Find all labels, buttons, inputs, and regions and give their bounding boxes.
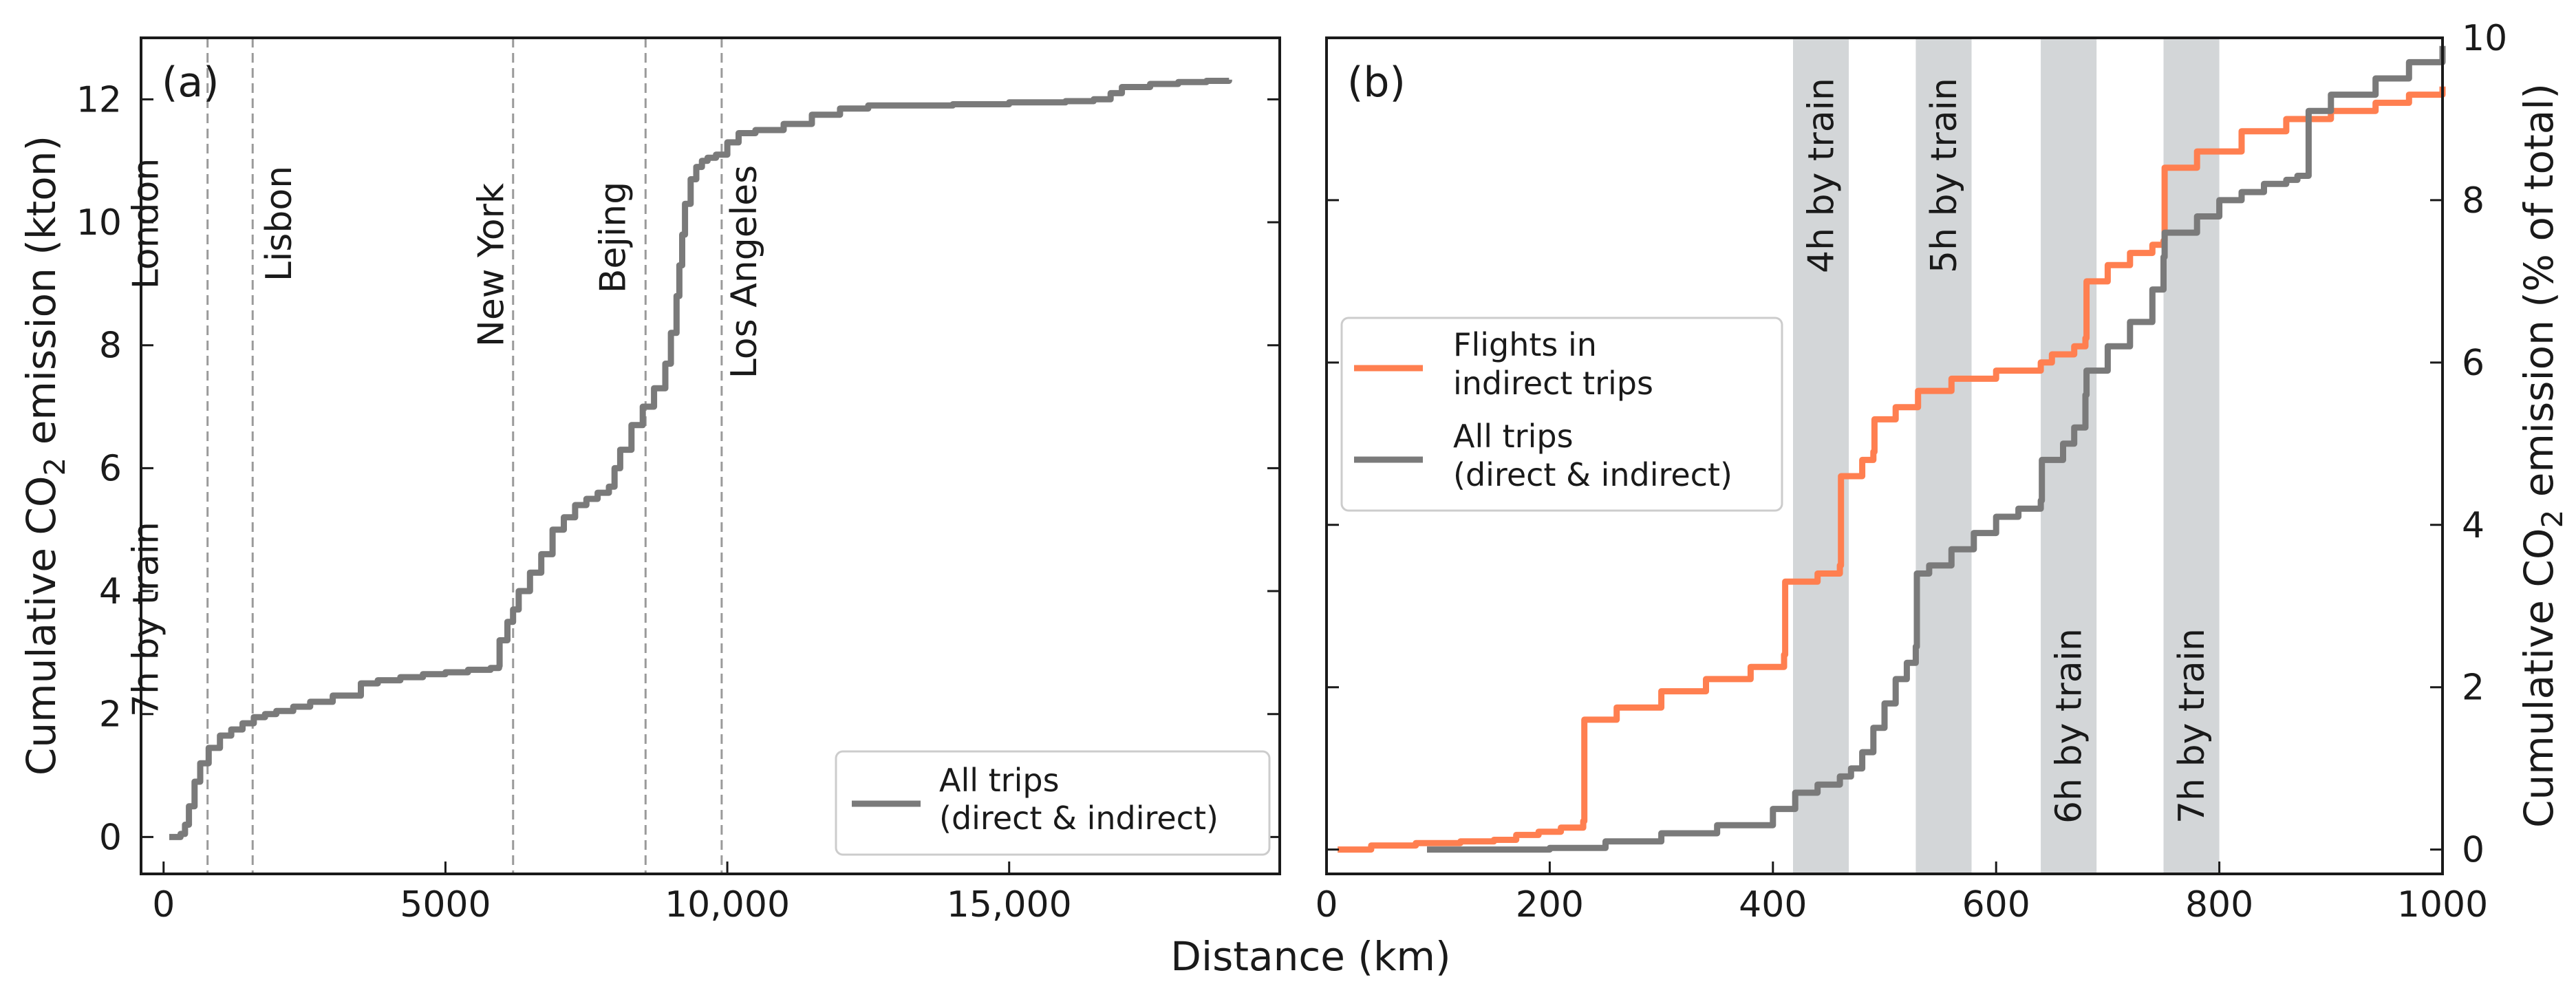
b-train-band — [2041, 38, 2097, 874]
b-series-all-trips-line — [1427, 45, 2446, 853]
b-train-bands — [1792, 38, 2220, 874]
b-legend-label-line2: indirect trips — [1453, 365, 1653, 402]
b-plot-frame — [1325, 36, 2444, 875]
a-series-group — [169, 78, 1232, 840]
b-panel-label: (b) — [1347, 58, 1406, 107]
a-y-tick-label: 6 — [99, 448, 122, 489]
b-ticks: 0 200 400 600 800 1000 0 2 4 6 8 10 — [1315, 18, 2507, 926]
a-x-tick-label: 10,000 — [665, 884, 790, 926]
a-x-tick-label: 5000 — [400, 884, 491, 926]
a-reference-label: Lisbon — [259, 166, 300, 281]
b-legend-label-line1: Flights in — [1453, 326, 1597, 363]
b-x-tick-label: 200 — [1516, 884, 1584, 926]
a-panel-label: (a) — [162, 58, 219, 107]
b-series-group — [1338, 45, 2446, 853]
b-legend-label-line1: All trips — [1453, 418, 1574, 455]
b-series-flights-line — [1338, 86, 2446, 853]
b-x-tick-label: 800 — [2185, 884, 2253, 926]
a-legend-box — [835, 750, 1271, 856]
a-reference-label: New York — [471, 183, 513, 347]
a-x-tick-label: 0 — [152, 884, 175, 926]
b-y-tick-label: 2 — [2462, 667, 2484, 709]
b-x-tick-label: 600 — [1962, 884, 2030, 926]
b-band-label: 7h by train — [2171, 628, 2213, 824]
a-legend-label-line2: (direct & indirect) — [939, 800, 1219, 837]
a-reference-label: London — [126, 158, 167, 290]
a-y-tick-label: 2 — [99, 694, 122, 736]
b-y-tick-label: 8 — [2462, 180, 2484, 222]
b-y-axis-label: Cumulative CO2 emission (% of total) — [2515, 83, 2569, 828]
a-y-axis-label: Cumulative CO2 emission (kton) — [18, 136, 72, 775]
b-y-tick-label: 0 — [2462, 830, 2484, 871]
a-y-tick-label: 0 — [99, 817, 122, 858]
b-band-label: 4h by train — [1801, 78, 1843, 273]
b-y-tick-label: 6 — [2462, 343, 2484, 384]
b-y-tick-label: 10 — [2462, 18, 2507, 59]
a-legend: All trips(direct & indirect) — [835, 750, 1271, 856]
a-reference-label: 7h by train — [126, 522, 167, 717]
panel-b: 0 200 400 600 800 1000 0 2 4 6 8 10 (b) 4h by train… — [1315, 18, 2569, 926]
a-y-tick-label: 10 — [76, 202, 122, 244]
b-legend-box — [1340, 317, 1783, 512]
a-y-tick-label: 4 — [99, 571, 122, 612]
panel-a: 0 5000 10,000 15,000 0 2 4 6 8 10 12 (a) London 7h … — [18, 36, 1281, 926]
b-train-band — [1792, 38, 1849, 874]
a-reference-labels: London 7h by train Lisbon New York Bejing Los… — [126, 158, 765, 717]
a-plot-frame — [140, 36, 1281, 875]
b-y-tick-label: 4 — [2462, 505, 2484, 546]
b-train-band — [1915, 38, 1972, 874]
a-reference-label: Los Angeles — [724, 165, 765, 379]
b-x-tick-label: 400 — [1739, 884, 1807, 926]
b-x-tick-label: 0 — [1315, 884, 1338, 926]
b-train-band — [2163, 38, 2220, 874]
a-y-tick-label: 12 — [76, 79, 122, 120]
b-band-label: 6h by train — [2049, 628, 2090, 824]
a-series-line — [169, 78, 1232, 840]
b-band-labels: 4h by train 5h by train 6h by train 7h by t… — [1801, 78, 2213, 824]
a-legend-label-line1: All trips — [939, 762, 1060, 799]
x-axis-label: Distance (km) — [1170, 933, 1450, 980]
a-reference-lines — [206, 38, 723, 874]
b-band-label: 5h by train — [1924, 78, 1965, 273]
a-x-tick-label: 15,000 — [947, 884, 1072, 926]
b-legend-label-line2: (direct & indirect) — [1453, 456, 1732, 493]
a-reference-label: Bejing — [592, 182, 634, 294]
b-x-tick-label: 1000 — [2397, 884, 2488, 926]
a-y-tick-label: 8 — [99, 325, 122, 367]
